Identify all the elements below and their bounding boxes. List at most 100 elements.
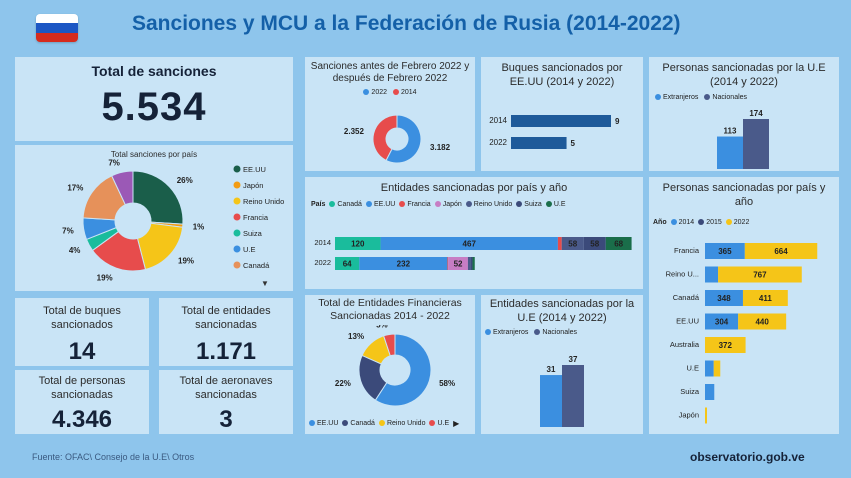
legend-label: EE.UU xyxy=(373,201,396,208)
legend-swatch xyxy=(233,181,241,189)
axis-tick-label: EE.UU xyxy=(676,317,699,326)
legend-item: Canadá xyxy=(342,420,375,427)
legend-swatch xyxy=(233,197,241,205)
legend-label: Reino Unido xyxy=(386,420,426,427)
pie-slice xyxy=(385,114,422,164)
data-label: 68 xyxy=(614,240,623,249)
kpi-entidades-label: Total de entidades sancionadas xyxy=(181,305,271,331)
data-label: 411 xyxy=(759,294,772,303)
legend-swatch xyxy=(233,213,241,221)
legend-item-extranjeros: Extranjeros xyxy=(655,94,698,101)
total-sanciones-value: 5.534 xyxy=(101,85,207,129)
legend-swatch xyxy=(465,201,472,208)
legend-item: EE.UU xyxy=(309,420,338,427)
legend-label: Japón xyxy=(442,201,462,208)
bar-segment xyxy=(705,337,746,353)
antes-despues-legend: 2022 2014 xyxy=(305,89,475,96)
bar-segment xyxy=(448,257,468,270)
legend-item-nacionales: Nacionales xyxy=(704,94,747,101)
legend-label: Francia xyxy=(407,201,431,208)
bar xyxy=(511,115,611,127)
bar-segment xyxy=(472,257,475,270)
axis-tick-label: 2014 xyxy=(314,238,331,247)
pie-total-por-pais: 26% 1% 19% 19% 4% 7% 17% 7% EE.UU Japón Reino Unid… xyxy=(62,159,284,282)
legend-item: EE.UU xyxy=(365,201,396,208)
legend-label: Francia xyxy=(243,213,269,222)
data-label: 767 xyxy=(753,271,767,280)
pie-label: 19% xyxy=(97,273,113,282)
entidades-pais-anio-title: Entidades sancionadas por país y año xyxy=(380,182,568,194)
data-label: 37 xyxy=(569,355,578,364)
legend-label: EE.UU xyxy=(243,165,266,174)
legend-item-2022: 2022 xyxy=(363,89,387,96)
pie-slice xyxy=(136,222,184,271)
entidades-ue-title: Entidades sancionadas por la U.E (2014 y… xyxy=(489,298,635,324)
legend-next-icon[interactable]: ▶ xyxy=(453,419,460,428)
pie-slice xyxy=(372,114,398,162)
axis-tick-label: 2022 xyxy=(314,258,331,267)
legend-item: U.E xyxy=(545,201,565,208)
bar xyxy=(511,137,567,149)
legend-label: 2015 xyxy=(706,219,722,226)
kpi-personas-label: Total de personas sancionadas xyxy=(38,375,126,401)
kpi-entidades-value: 1.171 xyxy=(195,338,257,365)
legend-swatch xyxy=(329,201,336,208)
legend-swatch xyxy=(233,165,241,173)
pie-label: 13% xyxy=(348,332,364,341)
legend-swatch xyxy=(704,94,711,101)
bar-entidades-pais-anio: 2014 120 467 58 58 68 2022 64 232 52 xyxy=(314,237,632,270)
pie-entidades-financieras: 58% 22% 13% 5% xyxy=(335,325,455,407)
legend-swatch xyxy=(309,420,315,427)
entidades-financieras-title: Total de Entidades Financieras Sancionad… xyxy=(318,297,462,322)
legend-item-2015: 2015 xyxy=(698,219,722,226)
kpi-buques-value: 14 xyxy=(68,338,96,365)
legend-swatch xyxy=(378,420,385,427)
pie-total-por-pais-card: Total sanciones por país 26% 1% 19% 19% 4% 7%… xyxy=(15,145,293,291)
bar-segment xyxy=(359,257,448,270)
bar-buques: 2014 9 2022 5 xyxy=(489,115,620,149)
bar-segment xyxy=(705,313,739,330)
legend-swatch xyxy=(393,89,399,96)
legend-item: Francia xyxy=(399,201,431,208)
legend-item-2014: 2014 xyxy=(393,89,417,96)
legend-label: 2022 xyxy=(733,219,750,226)
page-title: Sanciones y MCU a la Federación de Rusia… xyxy=(132,12,681,35)
data-label: 304 xyxy=(715,318,729,327)
bar-segment xyxy=(335,237,381,250)
pie-label: 7% xyxy=(62,226,74,235)
kpi-entidades-card: Total de entidades sancionadas 1.171 xyxy=(159,298,293,366)
data-label: 58 xyxy=(590,240,599,249)
kpi-personas-card: Total de personas sancionadas 4.346 xyxy=(15,370,149,434)
bar-entidades-ue: 31 37 xyxy=(540,355,584,427)
legend-swatch xyxy=(429,420,436,427)
pie-label: 7% xyxy=(108,159,120,167)
legend-label: 2014 xyxy=(678,219,695,226)
legend-item: Canadá xyxy=(329,201,362,208)
legend-label: U.E xyxy=(243,245,256,254)
bar-segment xyxy=(705,290,743,306)
kpi-aeronaves-card: Total de aeronaves sancionadas 3 xyxy=(159,370,293,434)
axis-tick-label: Canadá xyxy=(673,293,700,302)
pie-label: 19% xyxy=(178,257,194,266)
pie-label: 26% xyxy=(177,176,193,185)
pie-antes-despues: 3.182 2.352 xyxy=(344,114,451,164)
personas-pais-anio-card: Personas sancionadas por país y año Año … xyxy=(649,177,839,434)
entidades-financieras-legend: EE.UU Canadá Reino Unido U.E ▶ xyxy=(309,419,459,428)
entidades-ue-legend: Extranjeros Nacionales xyxy=(485,329,643,336)
antes-despues-title: Sanciones antes de Febrero 2022 y despué… xyxy=(310,61,470,84)
footer-source: Fuente: OFAC\ Consejo de la U.E\ Otros xyxy=(32,452,195,462)
legend-label: Nacionales xyxy=(712,94,748,101)
legend-label: 2014 xyxy=(401,89,417,96)
legend-item: Suiza xyxy=(516,201,542,208)
legend-swatch xyxy=(516,201,523,208)
footer-site[interactable]: observatorio.gob.ve xyxy=(690,450,805,464)
legend-swatch xyxy=(545,201,552,208)
bar-segment xyxy=(705,360,714,377)
axis-tick-label: Francia xyxy=(674,246,700,255)
data-label: 467 xyxy=(463,240,477,249)
legend-scroll-down-icon[interactable]: ▼ xyxy=(261,279,269,288)
bar-segment xyxy=(738,313,787,330)
pie-label: 4% xyxy=(69,246,81,255)
legend-swatch xyxy=(233,261,241,269)
bar-segment xyxy=(447,257,449,270)
